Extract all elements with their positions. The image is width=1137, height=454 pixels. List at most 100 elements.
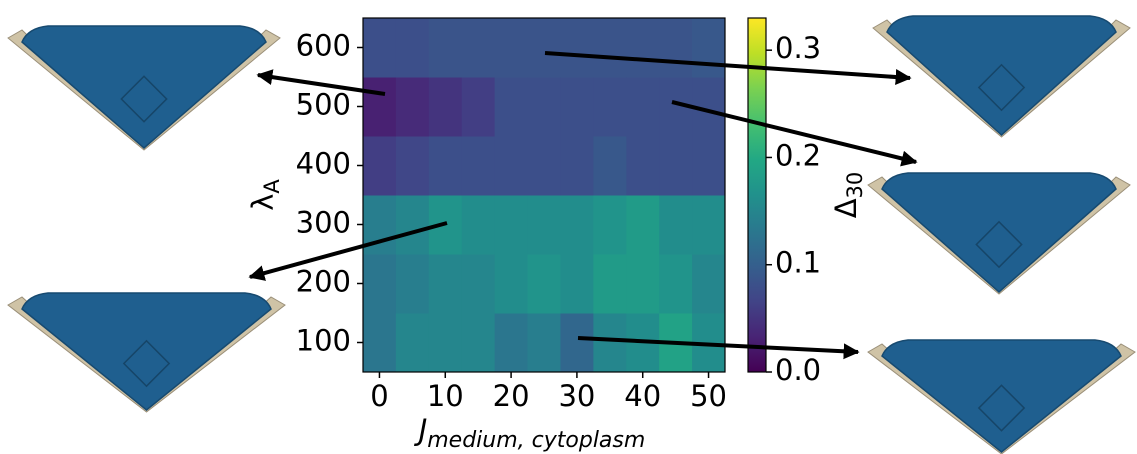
y-axis-label: λA: [246, 179, 284, 211]
cell-body: [886, 15, 1117, 137]
heatmap-cell: [527, 313, 561, 373]
heatmap-cell: [461, 254, 496, 314]
heatmap-cell: [395, 313, 430, 373]
arrow: [671, 100, 918, 167]
y-tick-label: 200: [296, 265, 351, 299]
heatmap-cell: [494, 136, 529, 196]
heatmap-cell: [461, 77, 496, 137]
x-tick-label: 30: [558, 379, 595, 413]
cell-rim: [7, 296, 286, 413]
arrow: [256, 69, 386, 96]
arrow: [544, 51, 912, 85]
heatmap-cell: [395, 77, 430, 137]
heatmap-cell: [363, 136, 397, 196]
cell-body: [21, 292, 272, 411]
heatmap-cell: [494, 195, 529, 255]
y-tick-label: 500: [296, 88, 351, 122]
colorbar-label: Δ30: [829, 172, 867, 219]
y-tick-label: 400: [296, 147, 351, 181]
arrow: [577, 336, 860, 360]
cell-body: [881, 339, 1122, 453]
colorbar-label-sub: 30: [843, 172, 867, 199]
heatmap-cell: [461, 195, 496, 255]
heatmap-cell: [659, 18, 693, 78]
cell-rim: [867, 343, 1136, 454]
cell-rim: [7, 29, 281, 151]
cell-image: [7, 292, 286, 413]
heatmap-cell: [494, 77, 529, 137]
y-tick-label: 600: [296, 29, 351, 63]
cell-rim: [872, 19, 1131, 138]
cell-image: [7, 25, 281, 151]
y-label-sub: A: [260, 179, 284, 194]
cell-image: [867, 172, 1131, 295]
heatmap-cell: [461, 136, 496, 196]
heatmap-cell: [659, 254, 693, 314]
heatmap-cell: [363, 254, 397, 314]
heatmap-cell: [461, 18, 496, 78]
heatmap-cell: [494, 254, 529, 314]
cell-images: [7, 15, 1136, 454]
heatmap-cell: [428, 18, 463, 78]
heatmap-cell: [692, 136, 726, 196]
heatmap-cell: [494, 313, 529, 373]
heatmap-cell: [363, 313, 397, 373]
cell-body: [881, 172, 1117, 293]
heatmap-cell: [395, 195, 430, 255]
heatmap-cell: [692, 254, 726, 314]
x-tick-label: 20: [493, 379, 530, 413]
heatmap-cell: [593, 195, 627, 255]
heatmap-cell: [428, 254, 463, 314]
x-tick-label: 40: [624, 379, 661, 413]
cell-image: [867, 339, 1136, 454]
heatmap-cell: [560, 18, 594, 78]
y-label-main: λ: [246, 194, 280, 211]
colorbar-tick-label: 0.2: [775, 138, 821, 172]
heatmap-cell: [626, 18, 660, 78]
cell-detail: [975, 220, 1023, 269]
heatmap-cell: [626, 195, 660, 255]
cell-body: [21, 25, 267, 149]
cell-image: [872, 15, 1131, 138]
x-tick-label: 0: [370, 379, 388, 413]
heatmap-cell: [560, 136, 594, 196]
heatmap-cell: [527, 18, 561, 78]
heatmap-cell: [527, 254, 561, 314]
cell-detail: [122, 339, 171, 388]
y-tick-label: 100: [296, 324, 351, 358]
x-label-sub: medium, cytoplasm: [427, 428, 645, 453]
heatmap-cell: [560, 195, 594, 255]
heatmap-cell: [626, 136, 660, 196]
heatmap-cell: [593, 136, 627, 196]
plot-frame: [362, 17, 726, 373]
heatmap-cell: [428, 77, 463, 137]
heatmap-cell: [560, 77, 594, 137]
heatmap-cell: [527, 195, 561, 255]
heatmap-cell: [494, 18, 529, 78]
heatmap-cell: [428, 136, 463, 196]
heatmap: 0 10 20 30 40 50 100 200 300 400 500 600 0.0 0.1 0.2 0.…: [296, 17, 821, 413]
heatmap-cell: [626, 254, 660, 314]
colorbar-tick-label: 0.3: [775, 31, 821, 65]
heatmap-cell: [527, 136, 561, 196]
heatmap-cell: [395, 136, 430, 196]
heatmap-cell: [593, 18, 627, 78]
x-tick-label: 10: [427, 379, 464, 413]
heatmap-cell: [593, 254, 627, 314]
x-axis-label: Jmedium, cytoplasm: [414, 413, 646, 453]
x-tick-label: 50: [690, 379, 727, 413]
colorbar-tick-label: 0.0: [775, 353, 821, 387]
heatmap-cell: [560, 254, 594, 314]
arrow: [248, 221, 448, 281]
colorbar-tick-label: 0.1: [775, 246, 821, 280]
heatmap-cell: [692, 195, 726, 255]
heatmap-cell: [395, 254, 430, 314]
heatmap-cell: [560, 313, 594, 373]
heatmap-cell: [527, 77, 561, 137]
heatmap-cell: [428, 313, 463, 373]
heatmap-cell: [363, 77, 397, 137]
heatmap-cell: [659, 136, 693, 196]
heatmap-cell: [363, 18, 397, 78]
cell-detail: [120, 75, 168, 123]
